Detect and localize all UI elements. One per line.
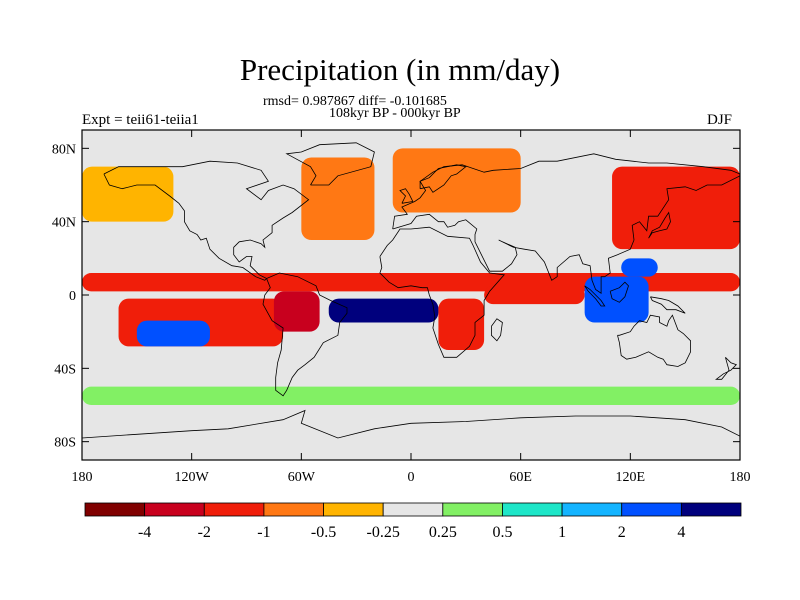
x-tick-label-1: 180 bbox=[72, 470, 93, 485]
anomaly-region-13 bbox=[82, 166, 174, 222]
colorbar-swatch-10 bbox=[621, 502, 682, 517]
coastline-1 bbox=[103, 160, 310, 281]
colorbar-swatch-9 bbox=[561, 502, 623, 517]
coastline-6 bbox=[392, 153, 740, 230]
anomaly-region-7 bbox=[484, 285, 585, 305]
x-tick-label-6: 120E bbox=[616, 470, 646, 485]
colorbar-label-3: -1 bbox=[257, 524, 270, 541]
anomaly-region-11 bbox=[392, 148, 521, 213]
anomaly-region-12 bbox=[612, 166, 740, 250]
coastline-3 bbox=[262, 272, 348, 397]
colorbar-label-7: 0.5 bbox=[492, 524, 512, 541]
colorbar: -4 -2 -1 -0.5 -0.25 0.25 0.5 1 2 4 bbox=[84, 502, 742, 541]
coastline-8 bbox=[399, 188, 414, 204]
colorbar-label-10: 4 bbox=[677, 524, 685, 541]
y-tick-label-1: 80N bbox=[52, 142, 76, 157]
coastline-9 bbox=[419, 164, 467, 193]
chart-title: Precipitation (in mm/day) bbox=[239, 52, 561, 87]
colorbar-swatch-5 bbox=[323, 502, 384, 517]
coastline-5 bbox=[491, 318, 503, 342]
x-tick-label-2: 120W bbox=[175, 470, 210, 485]
colorbar-label-8: 1 bbox=[558, 524, 566, 541]
colorbar-swatch-3 bbox=[203, 502, 265, 517]
colorbar-swatch-6 bbox=[382, 502, 444, 517]
colorbar-label-6: 0.25 bbox=[429, 524, 457, 541]
coastline-13 bbox=[650, 296, 686, 314]
coastline-12 bbox=[584, 285, 606, 307]
coastline-15 bbox=[715, 357, 738, 380]
y-tick-label-4: 40S bbox=[54, 362, 76, 377]
anomaly-region-5 bbox=[328, 298, 439, 323]
coastline-11 bbox=[609, 281, 629, 303]
coastlines bbox=[82, 142, 740, 439]
colorbar-label-5: -0.25 bbox=[367, 524, 400, 541]
x-tick-label-7: 180 bbox=[730, 470, 751, 485]
axis-ticks: 180 120W 60W 0 60E 120E 180 80N 40N 0 40S 80S bbox=[52, 130, 751, 485]
x-tick-label-5: 60E bbox=[509, 470, 532, 485]
anomaly-region-9 bbox=[621, 258, 658, 277]
colorbar-swatch-7 bbox=[442, 502, 503, 517]
colorbar-label-4: -0.5 bbox=[311, 524, 336, 541]
coastline-4 bbox=[379, 226, 506, 358]
coastline-10 bbox=[648, 211, 671, 239]
season-label: DJF bbox=[707, 112, 733, 128]
coastline-16 bbox=[82, 409, 740, 439]
coastline-2 bbox=[285, 142, 375, 186]
colorbar-swatch-1 bbox=[84, 502, 146, 517]
coastline-14 bbox=[617, 314, 691, 367]
anomaly-field bbox=[82, 148, 740, 405]
colorbar-swatch-8 bbox=[502, 502, 563, 517]
rmsd-diff-stats: rmsd= 0.987867 diff= -0.101685 bbox=[263, 94, 447, 109]
period-subtitle: 108kyr BP - 000kyr BP bbox=[329, 106, 461, 121]
colorbar-label-9: 2 bbox=[618, 524, 626, 541]
colorbar-swatch-2 bbox=[144, 502, 205, 517]
colorbar-swatch-4 bbox=[263, 502, 324, 517]
coastline-7 bbox=[392, 175, 740, 294]
colorbar-label-1: -4 bbox=[138, 524, 151, 541]
anomaly-region-8 bbox=[584, 276, 649, 323]
anomaly-region-6 bbox=[438, 298, 485, 350]
anomaly-region-10 bbox=[301, 157, 375, 240]
anomaly-region-14 bbox=[82, 386, 740, 405]
y-tick-label-5: 80S bbox=[54, 436, 76, 451]
y-tick-label-3: 0 bbox=[69, 289, 76, 304]
x-tick-label-4: 0 bbox=[408, 470, 415, 485]
colorbar-swatch-11 bbox=[680, 502, 742, 517]
anomaly-region-3 bbox=[136, 320, 210, 347]
experiment-label: Expt = teii61-teiia1 bbox=[82, 112, 199, 128]
colorbar-label-2: -2 bbox=[198, 524, 211, 541]
x-tick-label-3: 60W bbox=[288, 470, 316, 485]
anomaly-region-4 bbox=[273, 291, 320, 332]
y-tick-label-2: 40N bbox=[52, 216, 76, 231]
